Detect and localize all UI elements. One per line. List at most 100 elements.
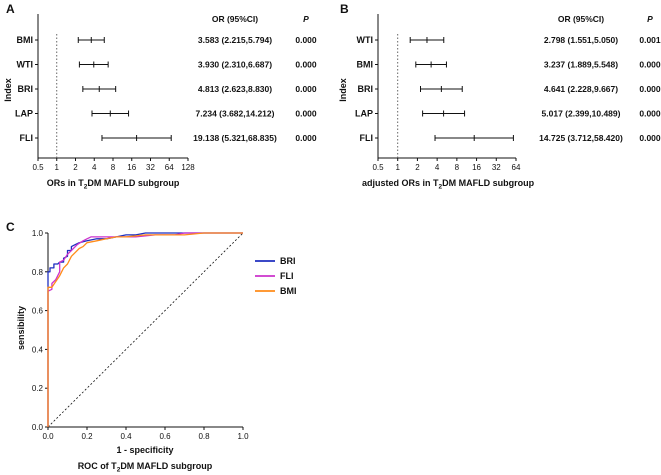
legend-label-bmi: BMI <box>280 286 297 296</box>
or-ci-value: 4.641 (2.228,9.667) <box>544 84 618 94</box>
x-tick-label: 8 <box>455 163 460 172</box>
roc-curve-fli <box>47 232 243 427</box>
p-value: 0.000 <box>295 133 317 143</box>
legend-label-fli: FLI <box>280 271 294 281</box>
row-label: BRI <box>358 84 374 94</box>
panel-b-forest-plot: B Index 0.5 1 2 4 8 16 32 64 WTI 2.798 (1.551,5.… <box>338 2 661 191</box>
p-value: 0.000 <box>295 84 317 94</box>
roc-curve-bmi <box>47 232 243 427</box>
x-tick-label: 16 <box>472 163 481 172</box>
row-bmi: BMI 3.237 (1.889,5.548) 0.000 <box>357 60 661 70</box>
panel-c-roc-plot: C sensibility 0.0 0.2 0.4 0.6 0.8 1.0 0.00.20… <box>6 220 297 474</box>
row-label: BRI <box>18 84 34 94</box>
row-fli: FLI 14.725 (3.712,58.420) 0.000 <box>360 133 661 143</box>
p-value: 0.000 <box>639 60 661 70</box>
p-value: 0.000 <box>639 133 661 143</box>
panel-b-rows: WTI 2.798 (1.551,5.050) 0.001 BMI 3.237 (1.8… <box>355 35 661 143</box>
row-bri: BRI 4.813 (2.623,8.830) 0.000 <box>18 84 317 94</box>
panel-c-title: ROC of T2DM MAFLD subgroup <box>78 461 213 474</box>
p-value: 0.000 <box>295 35 317 45</box>
or-ci-value: 3.583 (2.215,5.794) <box>198 35 272 45</box>
panel-b-x-axis-title-subscript: 2 <box>438 184 442 191</box>
x-tick-label: 32 <box>492 163 501 172</box>
panel-a-or-header: OR (95%CI) <box>212 14 258 24</box>
x-tick-label: 0.5 <box>372 163 384 172</box>
row-label: LAP <box>15 109 33 119</box>
panel-a-x-axis-title-suffix: DM MAFLD subgroup <box>87 178 179 188</box>
panel-a-x-axis-title-prefix: ORs in T <box>47 178 85 188</box>
or-ci-value: 19.138 (5.321,68.835) <box>193 133 277 143</box>
panel-b-p-header: P <box>647 14 653 24</box>
panel-c-legend: BRI FLI BMI <box>255 256 297 296</box>
x-tick-label: 1 <box>55 163 60 172</box>
x-tick-label: 4 <box>435 163 440 172</box>
panel-b-x-axis-title-prefix: adjusted ORs in T <box>362 178 439 188</box>
row-label: FLI <box>20 133 34 143</box>
x-tick-label: 0.8 <box>198 432 210 441</box>
panel-b-x-axis-title-suffix: DM MAFLD subgroup <box>442 178 534 188</box>
x-tick-label: 16 <box>127 163 136 172</box>
panel-a-x-axis-title-subscript: 2 <box>84 184 88 191</box>
or-ci-value: 14.725 (3.712,58.420) <box>539 133 623 143</box>
row-fli: FLI 19.138 (5.321,68.835) 0.000 <box>20 133 317 143</box>
panel-a-label: A <box>6 2 15 16</box>
or-ci-value: 7.234 (3.682,14.212) <box>196 109 275 119</box>
or-ci-value: 3.237 (1.889,5.548) <box>544 60 618 70</box>
row-label: BMI <box>357 60 374 70</box>
row-wti: WTI 3.930 (2.310,6.687) 0.000 <box>17 60 317 70</box>
panel-a-p-header: P <box>303 14 309 24</box>
p-value: 0.000 <box>295 60 317 70</box>
p-value: 0.000 <box>295 109 317 119</box>
x-tick-label: 0.4 <box>120 432 132 441</box>
x-tick-label: 0.6 <box>159 432 171 441</box>
or-ci-value: 2.798 (1.551,5.050) <box>544 35 618 45</box>
legend-label-bri: BRI <box>280 256 296 266</box>
panel-c-x-axis-title: 1 - specificity <box>116 445 173 455</box>
y-tick-label: 1.0 <box>32 229 44 238</box>
panel-a-x-ticks: 0.5 1 2 4 8 16 32 64 128 <box>32 158 195 172</box>
panel-a-rows: BMI 3.583 (2.215,5.794) 0.000 WTI 3.930 (2.3… <box>15 35 317 143</box>
or-ci-value: 3.930 (2.310,6.687) <box>198 60 272 70</box>
panel-b-axes <box>377 14 516 159</box>
panel-b-x-axis-title: adjusted ORs in T2DM MAFLD subgroup <box>362 178 535 191</box>
x-tick-label: 128 <box>181 163 195 172</box>
y-tick-label: 0.6 <box>32 307 44 316</box>
panel-c-series <box>47 232 243 427</box>
panel-a-axes <box>37 14 188 159</box>
x-tick-label: 2 <box>415 163 420 172</box>
x-tick-label: 1.0 <box>237 432 249 441</box>
panel-b-or-header: OR (95%CI) <box>558 14 604 24</box>
panel-c-y-ticks: 0.0 0.2 0.4 0.6 0.8 1.0 <box>32 229 48 432</box>
row-wti: WTI 2.798 (1.551,5.050) 0.001 <box>357 35 661 45</box>
panel-a-y-axis-title: Index <box>3 78 13 102</box>
row-bri: BRI 4.641 (2.228,9.667) 0.000 <box>358 84 661 94</box>
x-tick-label: 1 <box>395 163 400 172</box>
x-tick-label: 32 <box>146 163 155 172</box>
y-tick-label: 0.2 <box>32 384 44 393</box>
x-tick-label: 4 <box>92 163 97 172</box>
y-tick-label: 0.8 <box>32 268 44 277</box>
panel-c-x-ticks: 0.0 0.2 0.4 0.6 0.8 1.0 <box>42 427 249 441</box>
or-ci-value: 5.017 (2.399,10.489) <box>542 109 621 119</box>
x-tick-label: 0.0 <box>42 432 54 441</box>
row-label: LAP <box>355 109 373 119</box>
row-label: WTI <box>17 60 34 70</box>
x-tick-label: 64 <box>165 163 174 172</box>
or-ci-value: 4.813 (2.623,8.830) <box>198 84 272 94</box>
row-label: WTI <box>357 35 374 45</box>
y-tick-label: 0.0 <box>32 423 44 432</box>
row-label: FLI <box>360 133 374 143</box>
x-tick-label: 2 <box>73 163 78 172</box>
row-lap: LAP 7.234 (3.682,14.212) 0.000 <box>15 109 317 119</box>
panel-c-title-subscript: 2 <box>117 467 121 474</box>
panel-c-title-suffix: DM MAFLD subgroup <box>120 461 212 471</box>
p-value: 0.001 <box>639 35 661 45</box>
row-lap: LAP 5.017 (2.399,10.489) 0.000 <box>355 109 661 119</box>
x-tick-label: 0.2 <box>81 432 93 441</box>
panel-b-label: B <box>340 2 349 16</box>
y-tick-label: 0.4 <box>32 345 44 354</box>
reference-diagonal <box>47 232 244 428</box>
panel-c-label: C <box>6 220 15 234</box>
row-bmi: BMI 3.583 (2.215,5.794) 0.000 <box>17 35 317 45</box>
